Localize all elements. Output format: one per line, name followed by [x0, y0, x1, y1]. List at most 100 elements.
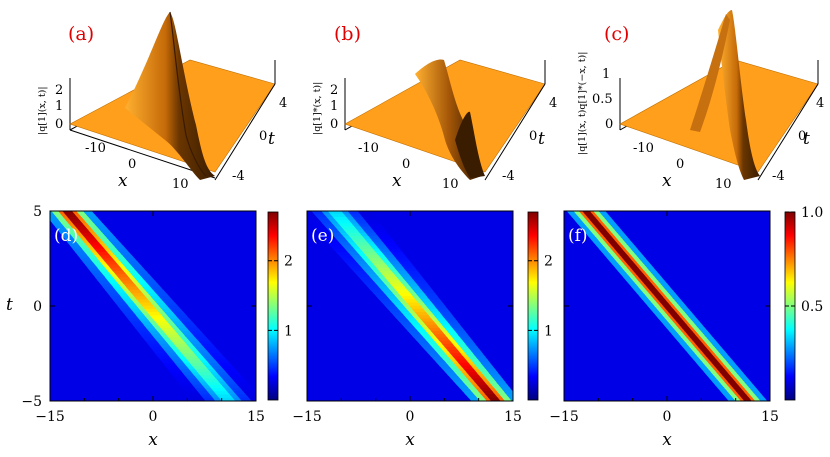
colorbar: 0.5 1.0 — [784, 205, 823, 401]
band-segment — [189, 362, 206, 367]
band-segment — [384, 277, 400, 282]
z-axis-label: |q[1]*(x, t)| — [312, 82, 323, 135]
band-segment — [139, 302, 154, 307]
band-segment — [123, 283, 138, 288]
band-segment — [330, 213, 347, 218]
band-segment — [420, 318, 435, 323]
t-tick: -4 — [502, 169, 515, 184]
band-segment — [354, 242, 371, 247]
panel-label: (d) — [54, 226, 78, 246]
x-tick: -10 — [358, 141, 379, 156]
y-tick-label: 0 — [33, 299, 42, 315]
x-axis-label: x — [662, 171, 672, 191]
band-segment — [155, 321, 171, 326]
t-axis-label: t — [803, 129, 810, 149]
x-axis-label: x — [392, 171, 402, 191]
t-tick: -4 — [772, 169, 785, 184]
band-segment — [178, 349, 195, 354]
z-tick: 1 — [55, 99, 63, 114]
band-segment — [425, 324, 440, 329]
y-tick-label: −5 — [21, 394, 42, 410]
colorbar-tick-label: 2 — [284, 254, 293, 270]
band-segment — [136, 299, 152, 304]
band-segment — [392, 286, 408, 291]
t-tick: 0 — [798, 129, 806, 144]
band-segment — [349, 236, 366, 240]
band-segment — [205, 381, 222, 386]
surface-ridge — [125, 12, 215, 180]
band-segment — [338, 223, 355, 228]
z-axis-label: |q[1](x, t)q[1]*(−x, t)| — [577, 52, 588, 155]
t-tick: 4 — [816, 96, 824, 111]
band-segment — [343, 229, 361, 234]
band-segment — [117, 277, 133, 282]
x-tick-label: 0 — [663, 409, 672, 425]
band-segment — [131, 292, 146, 297]
band-segment — [186, 359, 203, 364]
band-segment — [368, 258, 385, 263]
band-segment — [168, 337, 184, 342]
t-tick: 0 — [529, 129, 537, 144]
band-segment — [488, 397, 501, 401]
x-tick-label: −15 — [549, 409, 579, 425]
surface-panel-b: (b) 2 1 0 |q[1]*(x, t)| -10 0 10 x 4 0 -… — [312, 23, 557, 192]
colorbar-gradient — [527, 211, 539, 401]
soliton-band — [566, 211, 768, 401]
band-segment — [411, 308, 427, 313]
panel-label: (a) — [68, 23, 94, 45]
band-segment — [147, 311, 163, 316]
z-tick: 2 — [330, 83, 338, 98]
colorbar-tick-label: 1 — [544, 323, 553, 339]
band-segment — [436, 337, 451, 342]
x-tick: -10 — [85, 141, 106, 156]
band-segment — [409, 305, 424, 310]
band-segment — [133, 296, 149, 301]
colorbar-gradient — [267, 211, 279, 401]
band-segment — [362, 251, 379, 256]
x-tick: 0 — [676, 157, 684, 172]
t-tick: -4 — [232, 169, 245, 184]
panel-label: (e) — [311, 226, 334, 246]
surface-ridge — [718, 10, 760, 180]
band-segment — [181, 353, 198, 358]
z-tick: 0 — [605, 117, 613, 132]
z-tick: 1 — [602, 67, 610, 82]
band-segment — [176, 346, 192, 351]
t-axis-label: t — [538, 129, 545, 149]
band-segment — [128, 289, 143, 294]
band-segment — [357, 245, 374, 250]
x-tick: 10 — [172, 177, 189, 192]
soliton-band — [307, 211, 513, 401]
band-segment — [430, 330, 446, 335]
band-segment — [387, 280, 403, 285]
band-segment — [115, 273, 130, 278]
t-axis-label: t — [268, 129, 275, 149]
band-segment — [200, 375, 217, 380]
band-segment — [171, 340, 187, 345]
band-segment — [210, 387, 228, 392]
x-tick: -10 — [633, 141, 654, 156]
band-segment — [395, 289, 411, 294]
band-segment — [433, 334, 448, 339]
z-tick: 0 — [55, 117, 63, 132]
band-segment — [365, 255, 382, 259]
t-tick: 4 — [279, 96, 287, 111]
colorbar: 12 — [527, 211, 553, 401]
panel-label: (c) — [604, 23, 629, 45]
band-segment — [163, 330, 179, 335]
band-segment — [417, 315, 432, 320]
x-tick-label: 0 — [406, 409, 415, 425]
x-axis-label: x — [148, 430, 158, 450]
band-segment — [371, 261, 387, 266]
colorbar-tick-label: 1 — [284, 323, 293, 339]
band-segment — [194, 368, 212, 373]
band-segment — [346, 232, 363, 237]
band-segment — [360, 248, 377, 253]
band-segment — [144, 308, 160, 313]
soliton-band — [50, 211, 256, 401]
z-axis-label: |q[1](x, t)| — [37, 86, 48, 135]
band-segment — [184, 356, 201, 361]
